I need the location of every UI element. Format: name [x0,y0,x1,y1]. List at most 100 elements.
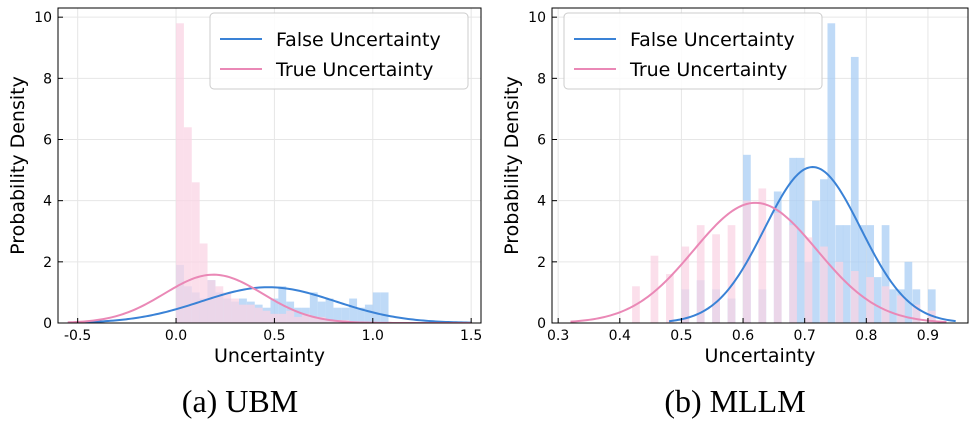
hist-bar [827,23,836,323]
hist-bar [912,304,921,323]
hist-bar [309,316,318,323]
y-tick-label: 8 [537,71,546,87]
histogram-true-uncertainty [176,23,350,323]
x-tick-label: 1.0 [362,328,384,344]
x-tick-label: 0.8 [855,328,877,344]
hist-bar [254,307,263,323]
hist-bar [294,307,302,323]
hist-bar [850,271,859,323]
x-tick-label: 0.6 [732,328,754,344]
y-tick-label: 4 [43,194,52,210]
hist-bar [866,225,875,323]
subfigure-caption: (b) MLLM [664,383,805,419]
legend-box [209,12,469,90]
y-tick-label: 6 [537,133,546,149]
y-tick-label: 0 [537,316,546,332]
hist-bar [850,56,859,323]
hist-bar [666,274,674,323]
legend-box [563,12,823,90]
hist-bar [380,292,389,323]
hist-bar [215,286,224,323]
y-tick-label: 10 [34,10,52,26]
y-tick-label: 6 [43,133,52,149]
hist-bar [239,304,247,323]
kde-curve-false-uncertainty [668,166,956,323]
x-tick-label: 0.3 [547,328,569,344]
legend-label: True Uncertainty [275,59,433,81]
hist-bar [372,292,381,323]
plot-frame [57,7,482,324]
kde-curve-true-uncertainty [570,201,947,323]
hist-bar [278,313,287,323]
hist-bar [341,307,350,323]
x-tick-label: 0.5 [263,328,285,344]
hist-bar [207,280,216,323]
hist-bar [681,246,690,323]
x-tick-label: -0.5 [64,328,91,344]
hist-bar [246,304,255,323]
hist-bar [317,316,326,323]
y-tick-label: 2 [43,255,52,271]
hist-bar [812,200,820,323]
hist-bar [333,307,342,323]
hist-bar [270,298,279,323]
hist-bar [789,225,797,323]
y-tick-label: 2 [537,255,546,271]
y-tick-label: 8 [43,71,52,87]
hist-bar [286,310,295,323]
legend-label: False Uncertainty [276,29,441,51]
legend-label: True Uncertainty [629,59,787,81]
hist-bar [804,237,813,323]
hist-bar [357,307,365,323]
chart-ubm: -0.5 0.0 0.5 1.0 1.5 0 2 4 6 8 10 Uncertainty Probab… [7,7,482,419]
hist-bar [712,234,720,323]
x-tick-label: 0.4 [609,328,631,344]
y-axis-title: Probability Density [501,76,523,255]
hist-bar [199,243,208,323]
hist-bar [873,277,882,323]
plot-frame [551,7,969,324]
y-tick-label: 4 [537,194,546,210]
hist-bar [727,225,736,323]
y-axis-title: Probability Density [7,76,29,255]
y-tick-label: 0 [43,316,52,332]
hist-bar [183,127,192,323]
hist-bar [842,225,851,323]
x-tick-label: 0.0 [165,328,187,344]
x-axis-title: Uncertainty [704,345,815,367]
hist-bar [927,289,936,323]
subfigure-caption: (a) UBM [182,383,298,419]
hist-bar [317,301,326,323]
hist-bar [927,310,936,323]
kde-curve-false-uncertainty [67,286,472,323]
hist-bar [889,289,897,323]
hist-bar [650,255,659,323]
hist-bar [176,23,184,323]
hist-bar [294,316,302,323]
hist-bar [866,277,875,323]
hist-bar [820,246,828,323]
hist-bar [262,310,271,323]
y-tick-label: 10 [528,10,546,26]
hist-bar [881,286,890,323]
hist-bar [858,225,867,323]
hist-bar [835,261,844,323]
hist-bar [897,295,905,323]
hist-bar [325,298,334,323]
hist-bar [904,261,913,323]
hist-bar [349,298,358,323]
x-tick-label: 0.9 [917,328,939,344]
x-axis-title: Uncertainty [214,345,325,367]
hist-bar [309,292,318,323]
hist-bar [191,182,200,323]
x-tick-label: 0.5 [670,328,692,344]
legend-label: False Uncertainty [630,29,795,51]
hist-bar [325,319,334,323]
hist-bar [758,188,767,323]
hist-bar [796,157,805,323]
chart-mllm: 0.3 0.4 0.5 0.6 0.7 0.8 0.9 0 2 4 6 8 10 Uncertainty P… [501,7,969,419]
hist-bar [364,304,373,323]
x-tick-label: 0.7 [794,328,816,344]
legend: False Uncertainty True Uncertainty [209,12,469,90]
